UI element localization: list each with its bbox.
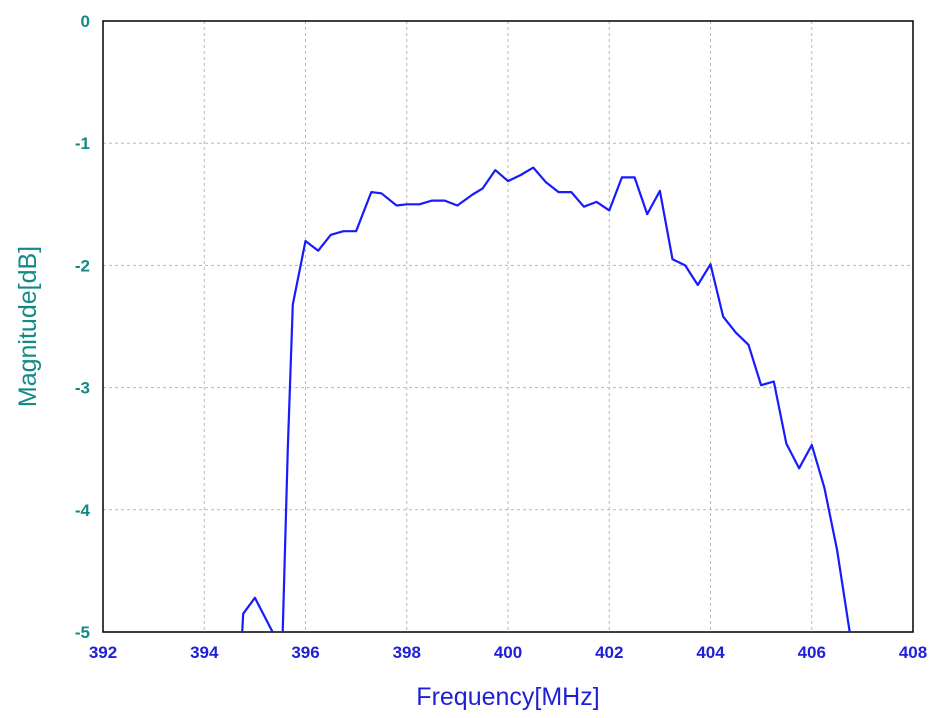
y-tick-label: -5	[75, 623, 90, 642]
x-tick-label: 398	[393, 643, 421, 662]
x-tick-label: 404	[696, 643, 725, 662]
x-tick-label: 400	[494, 643, 522, 662]
grid-lines	[103, 21, 913, 632]
y-tick-label: -3	[75, 379, 90, 398]
plot-frame	[102, 20, 914, 633]
series-line	[241, 596, 274, 633]
y-tick-label: -1	[75, 134, 90, 153]
x-tick-label: 406	[798, 643, 826, 662]
x-tick-label: 402	[595, 643, 623, 662]
series-line	[281, 166, 851, 633]
x-tick-labels: 392 394 396 398 400 402 404 406 408	[89, 643, 927, 662]
x-tick-label: 392	[89, 643, 117, 662]
series-layer	[241, 166, 851, 633]
y-tick-label: 0	[81, 12, 90, 31]
y-tick-labels: 0 -1 -2 -3 -4 -5	[75, 12, 91, 642]
x-tick-label: 394	[190, 643, 219, 662]
x-tick-label: 408	[899, 643, 927, 662]
x-tick-label: 396	[291, 643, 319, 662]
y-tick-label: -4	[75, 501, 91, 520]
y-tick-label: -2	[75, 256, 90, 275]
x-axis-label: Frequency[MHz]	[416, 683, 599, 711]
y-axis-label: Magnitude[dB]	[14, 246, 42, 407]
